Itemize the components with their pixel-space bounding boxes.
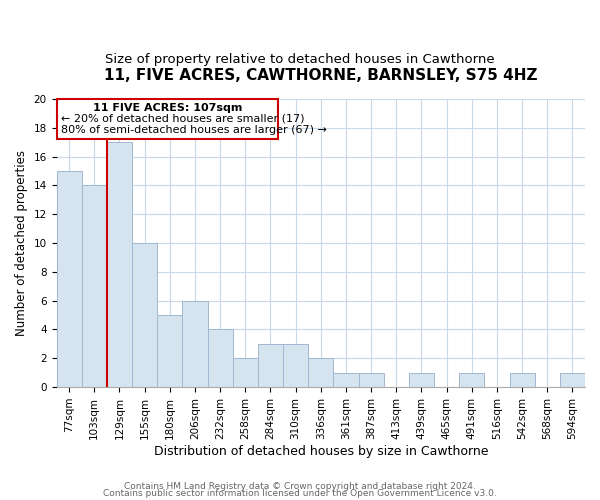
Title: 11, FIVE ACRES, CAWTHORNE, BARNSLEY, S75 4HZ: 11, FIVE ACRES, CAWTHORNE, BARNSLEY, S75… [104,68,538,82]
Bar [509,372,535,387]
Text: Size of property relative to detached houses in Cawthorne: Size of property relative to detached ho… [105,52,495,66]
Bar [560,372,585,387]
Text: Contains public sector information licensed under the Open Government Licence v3: Contains public sector information licen… [103,489,497,498]
Bar [208,330,233,387]
Text: 80% of semi-detached houses are larger (67) →: 80% of semi-detached houses are larger (… [61,125,326,135]
Text: 11 FIVE ACRES: 107sqm: 11 FIVE ACRES: 107sqm [93,102,242,113]
Bar [459,372,484,387]
Bar [107,142,132,387]
Bar [258,344,283,387]
Bar [308,358,334,387]
Bar [359,372,383,387]
Bar [132,243,157,387]
Bar [233,358,258,387]
Bar [334,372,359,387]
X-axis label: Distribution of detached houses by size in Cawthorne: Distribution of detached houses by size … [154,444,488,458]
Bar [409,372,434,387]
Bar [182,300,208,387]
Text: Contains HM Land Registry data © Crown copyright and database right 2024.: Contains HM Land Registry data © Crown c… [124,482,476,491]
Bar [283,344,308,387]
Text: ← 20% of detached houses are smaller (17): ← 20% of detached houses are smaller (17… [61,114,304,124]
Bar [82,186,107,387]
Y-axis label: Number of detached properties: Number of detached properties [15,150,28,336]
Bar [57,99,278,140]
Bar [56,171,82,387]
Bar [157,315,182,387]
